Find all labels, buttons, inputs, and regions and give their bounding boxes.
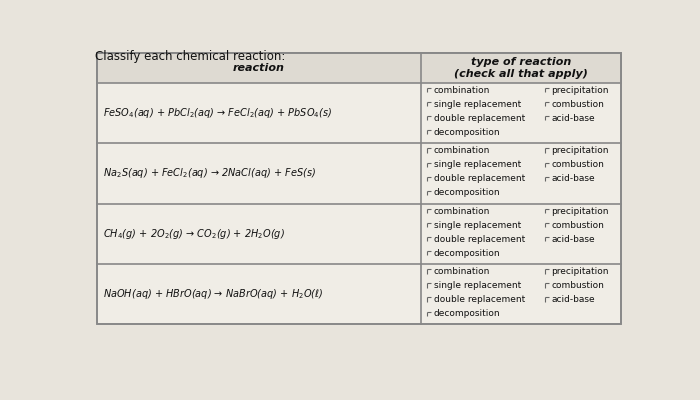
Text: acid-base: acid-base (552, 235, 595, 244)
Text: precipitation: precipitation (552, 206, 609, 216)
Text: single replacement: single replacement (433, 220, 521, 230)
Text: acid-base: acid-base (552, 114, 595, 123)
Text: double replacement: double replacement (433, 174, 525, 183)
Text: combination: combination (433, 146, 490, 155)
Text: decomposition: decomposition (433, 249, 500, 258)
Text: decomposition: decomposition (433, 128, 500, 137)
Text: double replacement: double replacement (433, 295, 525, 304)
Text: double replacement: double replacement (433, 235, 525, 244)
Text: Classify each chemical reaction:: Classify each chemical reaction: (95, 50, 286, 62)
Text: precipitation: precipitation (552, 86, 609, 95)
Text: decomposition: decomposition (433, 188, 500, 197)
Text: precipitation: precipitation (552, 146, 609, 155)
Text: single replacement: single replacement (433, 160, 521, 169)
Text: precipitation: precipitation (552, 267, 609, 276)
Text: single replacement: single replacement (433, 100, 521, 109)
Text: combination: combination (433, 86, 490, 95)
Text: acid-base: acid-base (552, 295, 595, 304)
Text: NaOH(aq) + HBrO(aq) → NaBrO(aq) + H$_2$O(ℓ): NaOH(aq) + HBrO(aq) → NaBrO(aq) + H$_2$O… (103, 287, 323, 301)
Text: acid-base: acid-base (552, 174, 595, 183)
Text: double replacement: double replacement (433, 114, 525, 123)
Text: combustion: combustion (552, 100, 604, 109)
Text: CH$_4$(g) + 2O$_2$(g) → CO$_2$(g) + 2H$_2$O(g): CH$_4$(g) + 2O$_2$(g) → CO$_2$(g) + 2H$_… (103, 227, 285, 241)
FancyBboxPatch shape (97, 53, 621, 324)
FancyBboxPatch shape (97, 53, 621, 83)
Text: combination: combination (433, 206, 490, 216)
Text: Na$_2$S(aq) + FeCl$_2$(aq) → 2NaCl(aq) + FeS(s): Na$_2$S(aq) + FeCl$_2$(aq) → 2NaCl(aq) +… (103, 166, 316, 180)
Text: type of reaction
(check all that apply): type of reaction (check all that apply) (454, 57, 588, 79)
Text: FeSO$_4$(aq) + PbCl$_2$(aq) → FeCl$_2$(aq) + PbSO$_4$(s): FeSO$_4$(aq) + PbCl$_2$(aq) → FeCl$_2$(a… (103, 106, 332, 120)
Text: combustion: combustion (552, 220, 604, 230)
Text: combination: combination (433, 267, 490, 276)
Text: combustion: combustion (552, 160, 604, 169)
Text: reaction: reaction (233, 63, 285, 73)
Text: single replacement: single replacement (433, 281, 521, 290)
Text: combustion: combustion (552, 281, 604, 290)
Text: decomposition: decomposition (433, 309, 500, 318)
